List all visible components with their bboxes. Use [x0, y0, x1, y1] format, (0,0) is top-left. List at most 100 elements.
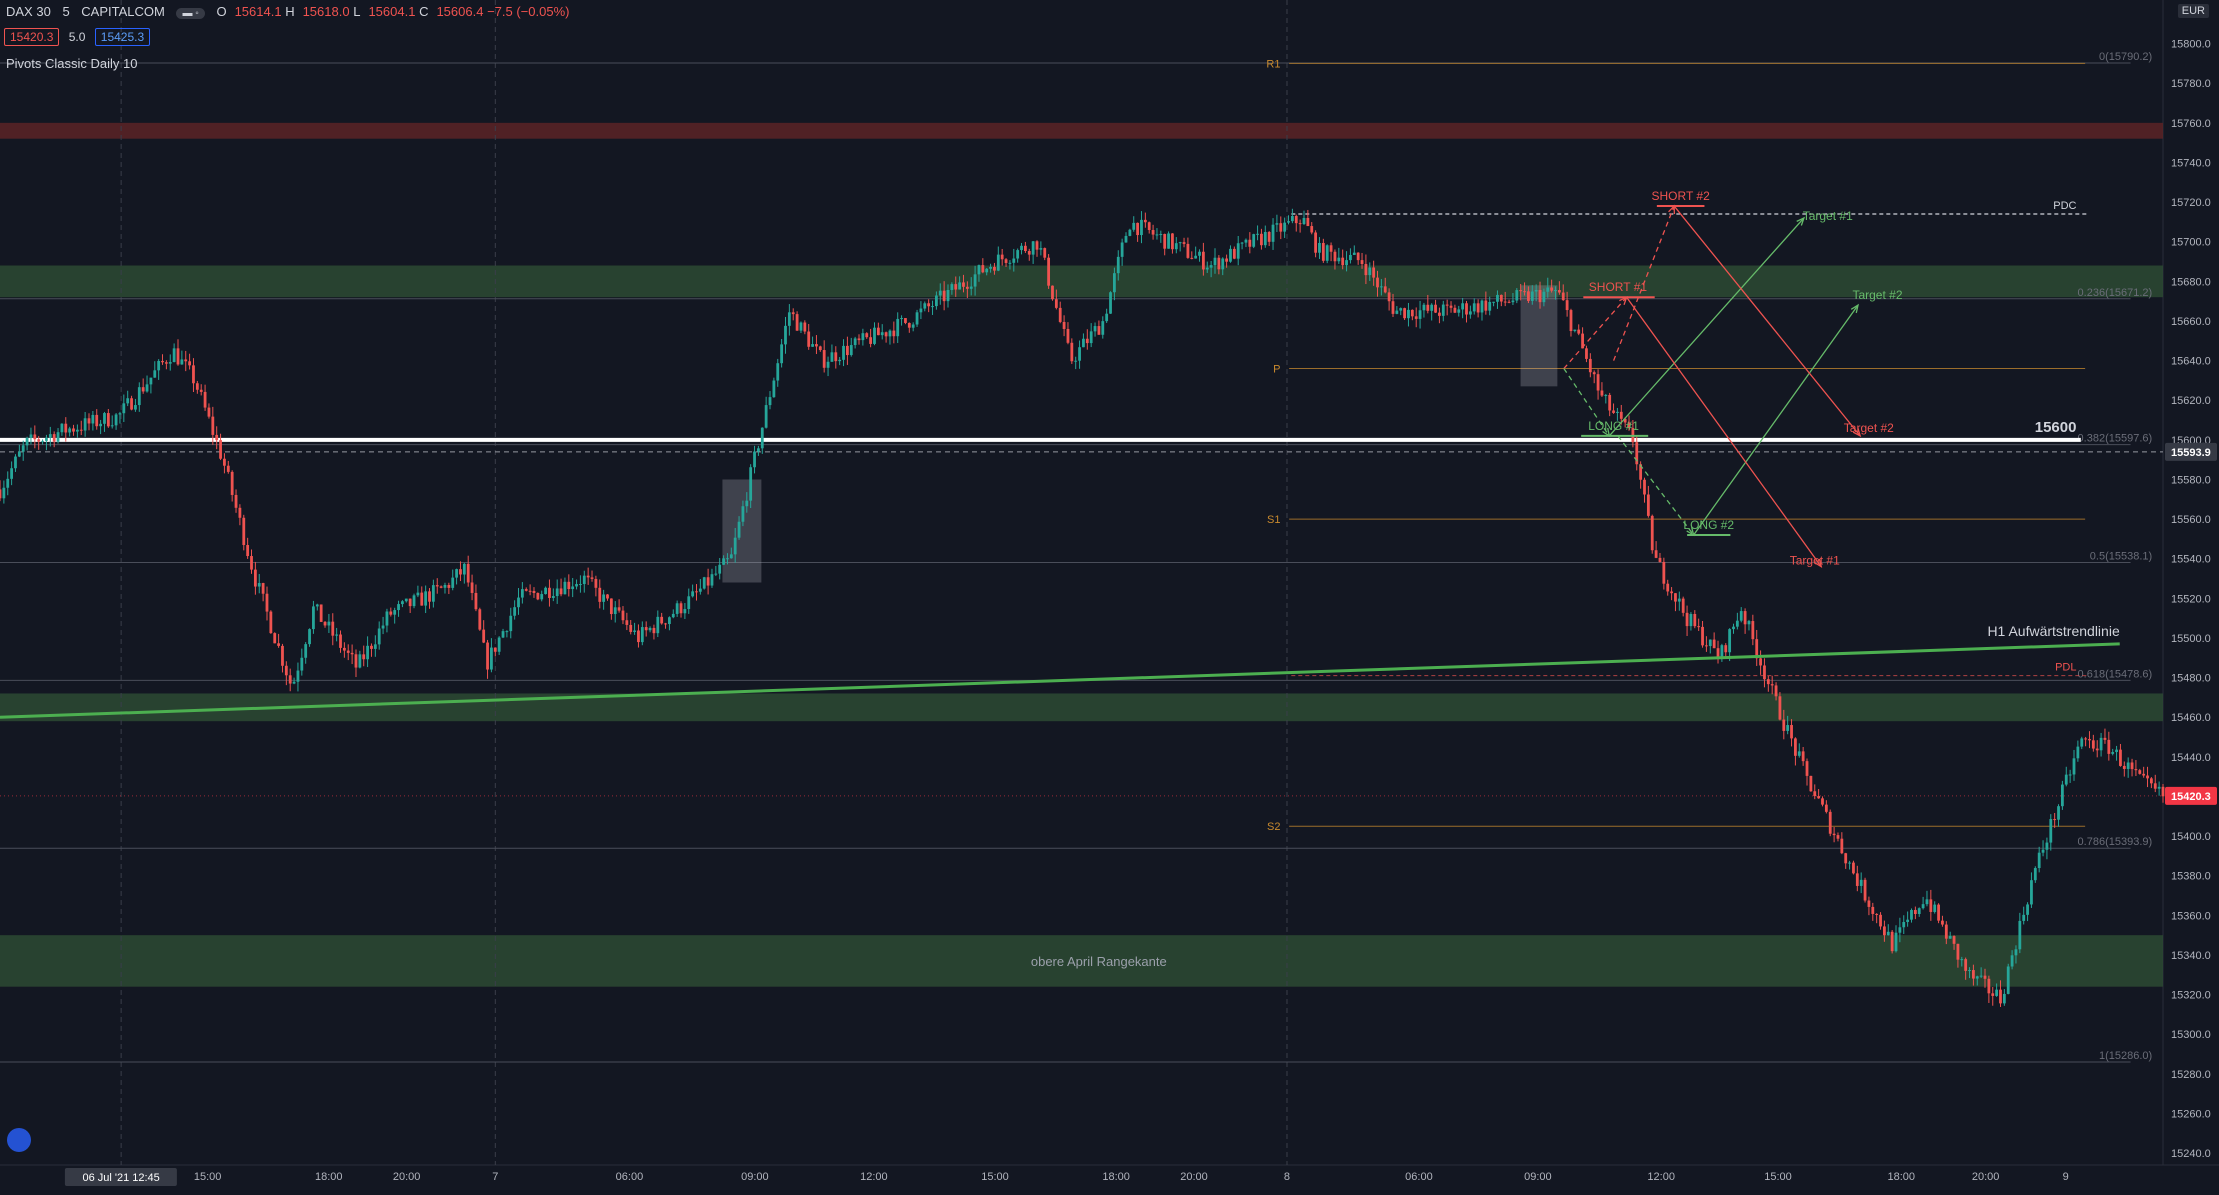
- candle-body: [257, 583, 261, 587]
- candle-body: [1883, 926, 1886, 936]
- candle-body: [923, 303, 927, 309]
- candle-body: [1035, 241, 1039, 250]
- candle-body: [1418, 310, 1422, 319]
- price-tick-2: 15760.0: [2171, 118, 2211, 130]
- candle-body: [1515, 290, 1519, 301]
- candle-body: [1093, 326, 1097, 332]
- candle-body: [668, 617, 671, 625]
- candle-body: [1573, 329, 1577, 332]
- buy-button[interactable]: 15425.3: [94, 28, 151, 46]
- candle-body: [1341, 257, 1345, 266]
- candle-body: [2103, 737, 2107, 740]
- candle-body: [1666, 583, 1670, 592]
- candle-body: [1372, 267, 1376, 278]
- candle-body: [1468, 311, 1472, 315]
- candle-body: [242, 517, 246, 545]
- candle-body: [1751, 621, 1755, 640]
- candle-body: [2026, 904, 2029, 915]
- indicator-label[interactable]: Pivots Classic Daily 10: [6, 56, 138, 71]
- candle-body: [1186, 243, 1190, 258]
- sell-button[interactable]: 15420.3: [4, 28, 60, 46]
- candle-body: [435, 585, 439, 587]
- time-tick-3: 7: [492, 1171, 498, 1183]
- candle-body: [1886, 931, 1890, 936]
- candle-body: [1449, 305, 1453, 308]
- candle-body: [404, 598, 408, 602]
- candle-body: [993, 266, 996, 271]
- candle-body: [1511, 300, 1515, 303]
- candle-body: [1248, 239, 1252, 247]
- candle-body: [1689, 613, 1693, 627]
- pivot-label-R1: R1: [1266, 58, 1280, 70]
- open-value: 15614.1: [234, 4, 282, 19]
- candle-body: [938, 290, 942, 296]
- currency-selector[interactable]: EUR: [2177, 4, 2209, 18]
- candle-body: [1399, 308, 1403, 311]
- candle-body: [1778, 696, 1782, 720]
- candle-body: [10, 468, 14, 479]
- arrow-short2-target-head: [1852, 428, 1862, 438]
- candle-body: [915, 312, 919, 325]
- candle-body: [215, 434, 219, 441]
- symbol-name[interactable]: DAX 30: [6, 4, 51, 19]
- time-tick-5: 09:00: [741, 1171, 769, 1183]
- candle-body: [168, 362, 172, 364]
- crosshair-price-tag-bg: [2165, 442, 2217, 461]
- candle-body: [1577, 329, 1581, 334]
- visibility-toggle-icon[interactable]: ▬ ◦: [176, 8, 205, 19]
- candle-body: [137, 387, 141, 406]
- arrow-to-short1: [1563, 296, 1628, 369]
- candle-body: [397, 604, 400, 611]
- candle-body: [1701, 626, 1704, 646]
- interval[interactable]: 5: [62, 4, 70, 19]
- candle-body: [1863, 879, 1867, 901]
- candle-body: [288, 675, 292, 684]
- time-tick-8: 18:00: [1102, 1171, 1130, 1183]
- candle-body: [555, 588, 559, 597]
- candle-body: [1755, 639, 1759, 659]
- candle-body: [586, 575, 590, 578]
- candle-body: [1027, 251, 1031, 255]
- candle-body: [1948, 936, 1952, 939]
- candle-body: [1654, 550, 1658, 558]
- candle-body: [1229, 248, 1232, 262]
- candle-body: [1975, 976, 1979, 979]
- candle-body: [265, 593, 269, 612]
- candle-body: [567, 581, 571, 590]
- price-tick-22: 15360.0: [2171, 910, 2211, 922]
- candle-body: [1499, 294, 1503, 302]
- time-tick-13: 12:00: [1647, 1171, 1675, 1183]
- candle-body: [2053, 819, 2057, 821]
- candle-body: [1906, 919, 1910, 923]
- price-tick-15: 15500.0: [2171, 633, 2211, 645]
- pdl-label: PDL: [2055, 662, 2076, 674]
- candle-body: [145, 384, 149, 392]
- long2-label: LONG #2: [1683, 518, 1734, 532]
- candle-body: [950, 284, 954, 290]
- candle-body: [1089, 331, 1093, 344]
- candle-body: [1078, 347, 1081, 361]
- candle-body: [2153, 783, 2157, 789]
- candle-body: [412, 595, 416, 607]
- candle-body: [1043, 248, 1047, 258]
- candle-body: [520, 589, 524, 598]
- candle-body: [1349, 254, 1352, 261]
- spread-value: 5.0: [68, 30, 86, 44]
- candle-body: [1213, 257, 1217, 266]
- candle-body: [211, 416, 215, 435]
- candle-body: [72, 428, 75, 432]
- candle-body: [1809, 775, 1813, 792]
- fib-label-6: 1(15286.0): [2099, 1050, 2152, 1062]
- candle-body: [327, 621, 331, 626]
- candle-body: [2076, 746, 2080, 759]
- trendline: [0, 642, 2120, 719]
- zone-support-3: [0, 935, 2163, 987]
- candle-body: [528, 590, 532, 592]
- candle-body: [1565, 300, 1569, 311]
- candle-body: [1941, 920, 1944, 925]
- candle-body: [1287, 221, 1290, 223]
- candle-body: [1445, 304, 1449, 306]
- candle-body: [1693, 613, 1697, 627]
